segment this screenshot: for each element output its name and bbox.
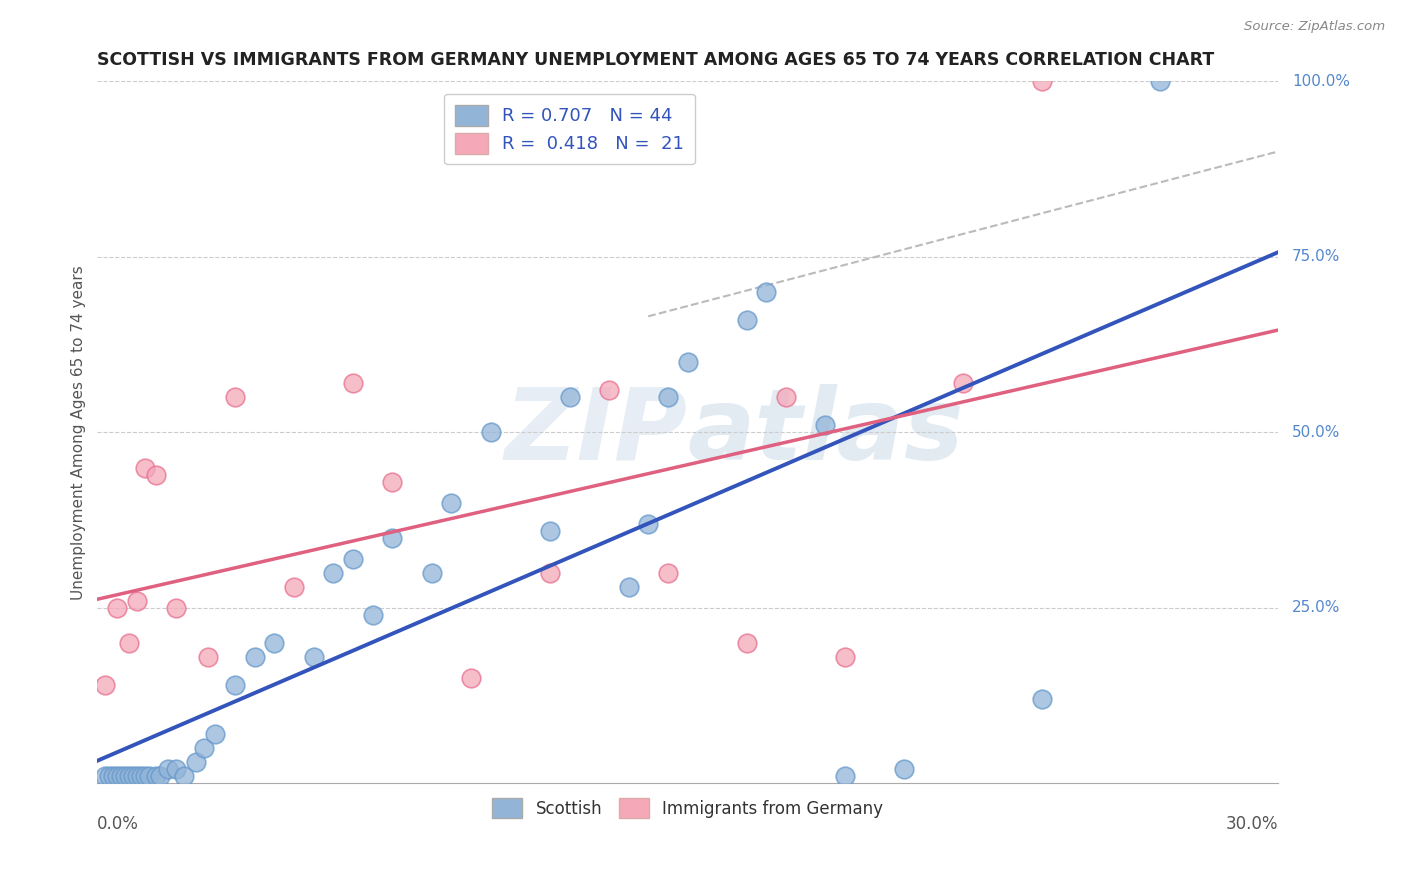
Point xyxy=(101,769,124,783)
Point xyxy=(322,566,344,580)
Point xyxy=(598,384,620,398)
Point xyxy=(814,418,837,433)
Point xyxy=(952,376,974,391)
Point xyxy=(118,769,141,783)
Point xyxy=(302,650,325,665)
Point xyxy=(204,727,226,741)
Point xyxy=(1031,692,1053,706)
Point xyxy=(125,769,148,783)
Point xyxy=(121,769,143,783)
Point xyxy=(361,607,384,622)
Y-axis label: Unemployment Among Ages 65 to 74 years: Unemployment Among Ages 65 to 74 years xyxy=(72,265,86,599)
Point xyxy=(440,495,463,509)
Point xyxy=(193,741,215,756)
Point xyxy=(145,769,167,783)
Point xyxy=(657,566,679,580)
Legend: Scottish, Immigrants from Germany: Scottish, Immigrants from Germany xyxy=(485,792,890,824)
Point xyxy=(342,551,364,566)
Point xyxy=(735,636,758,650)
Point xyxy=(420,566,443,580)
Text: 30.0%: 30.0% xyxy=(1225,815,1278,833)
Point xyxy=(125,594,148,608)
Point xyxy=(105,769,128,783)
Point xyxy=(157,763,180,777)
Point xyxy=(657,390,679,404)
Point xyxy=(165,763,187,777)
Point xyxy=(538,524,561,538)
Point xyxy=(134,460,156,475)
Text: 100.0%: 100.0% xyxy=(1292,74,1350,89)
Point xyxy=(110,769,132,783)
Point xyxy=(114,769,136,783)
Text: 75.0%: 75.0% xyxy=(1292,250,1340,264)
Point xyxy=(381,531,404,545)
Text: atlas: atlas xyxy=(688,384,965,481)
Point xyxy=(165,601,187,615)
Point xyxy=(834,650,856,665)
Point xyxy=(558,390,581,404)
Point xyxy=(138,769,160,783)
Point xyxy=(637,516,659,531)
Point xyxy=(460,671,482,685)
Point xyxy=(243,650,266,665)
Point xyxy=(479,425,502,440)
Point xyxy=(263,636,285,650)
Point xyxy=(676,355,699,369)
Point xyxy=(105,601,128,615)
Point xyxy=(735,313,758,327)
Point xyxy=(118,636,141,650)
Text: 50.0%: 50.0% xyxy=(1292,425,1340,440)
Point xyxy=(224,678,246,692)
Point xyxy=(98,769,121,783)
Point xyxy=(617,580,640,594)
Point xyxy=(134,769,156,783)
Point xyxy=(755,285,778,299)
Point xyxy=(834,769,856,783)
Text: 0.0%: 0.0% xyxy=(97,815,139,833)
Point xyxy=(1149,74,1171,88)
Text: 25.0%: 25.0% xyxy=(1292,600,1340,615)
Point xyxy=(224,390,246,404)
Point xyxy=(129,769,152,783)
Text: Source: ZipAtlas.com: Source: ZipAtlas.com xyxy=(1244,20,1385,33)
Point xyxy=(381,475,404,489)
Point xyxy=(342,376,364,391)
Point xyxy=(775,390,797,404)
Point xyxy=(1031,74,1053,88)
Point xyxy=(184,756,207,770)
Point xyxy=(197,650,219,665)
Point xyxy=(538,566,561,580)
Point xyxy=(173,769,195,783)
Point xyxy=(149,769,172,783)
Point xyxy=(94,678,117,692)
Text: ZIP: ZIP xyxy=(505,384,688,481)
Point xyxy=(893,763,915,777)
Text: SCOTTISH VS IMMIGRANTS FROM GERMANY UNEMPLOYMENT AMONG AGES 65 TO 74 YEARS CORRE: SCOTTISH VS IMMIGRANTS FROM GERMANY UNEM… xyxy=(97,51,1215,69)
Point xyxy=(145,467,167,482)
Point xyxy=(94,769,117,783)
Point xyxy=(283,580,305,594)
